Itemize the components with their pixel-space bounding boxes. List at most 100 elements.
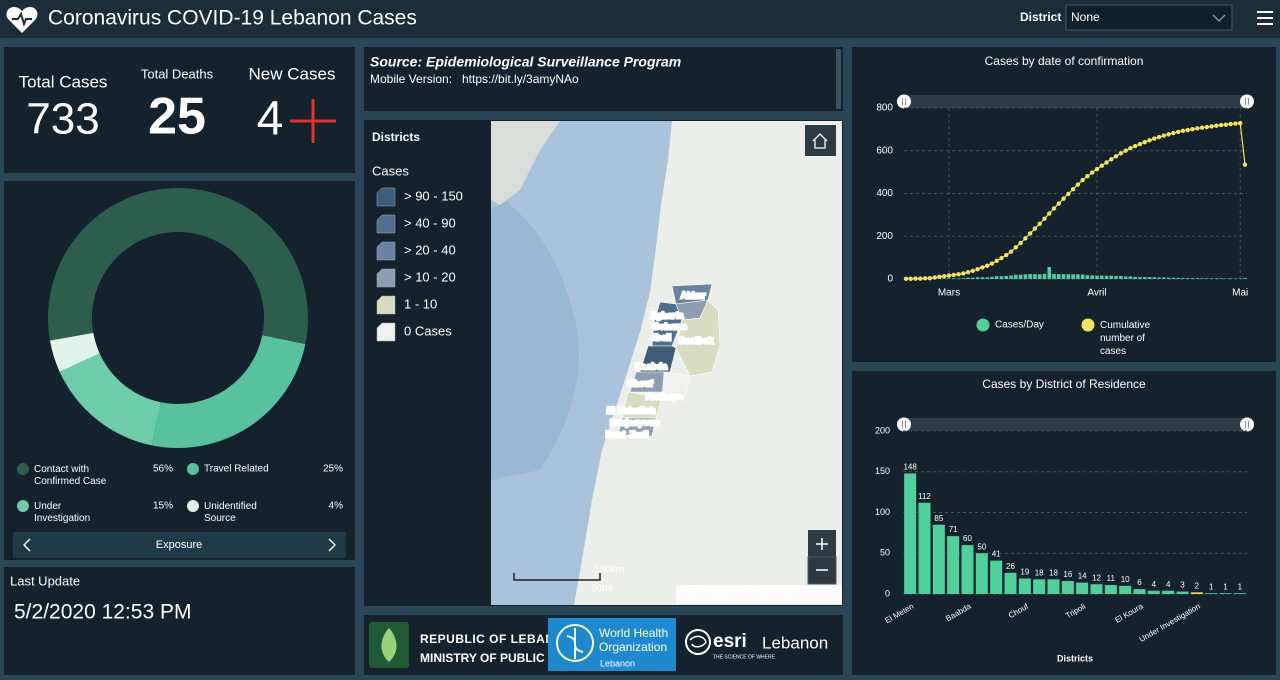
app-icon-pulse bbox=[12, 11, 32, 28]
cumulative-point bbox=[1142, 140, 1147, 145]
cumulative-point bbox=[980, 265, 985, 270]
cumulative-point bbox=[1242, 162, 1248, 167]
stat-value: 733 bbox=[26, 95, 99, 144]
district-bar bbox=[1047, 579, 1060, 594]
district-bar bbox=[1133, 589, 1146, 594]
cumulative-point bbox=[994, 258, 999, 264]
cumulative-point bbox=[1080, 177, 1085, 183]
text-line: Source bbox=[204, 513, 236, 524]
moph-logo-mark bbox=[381, 628, 397, 662]
value-label: 2 bbox=[1195, 581, 1200, 590]
map-district bbox=[617, 417, 657, 437]
legend-label: > 10 - 20 bbox=[404, 269, 456, 284]
daily-bar bbox=[942, 278, 946, 279]
map-label: Bcharre bbox=[653, 321, 687, 331]
value-label: 26 bbox=[1006, 562, 1015, 571]
y-tick-label: 200 bbox=[875, 425, 890, 435]
district-bar bbox=[1061, 580, 1074, 594]
filter-label: District bbox=[1020, 10, 1061, 24]
last-update-panel bbox=[4, 567, 355, 675]
legend-label: Cumulative number of cases bbox=[1100, 320, 1153, 357]
legend-label: Travel Related bbox=[204, 464, 269, 475]
district-bar bbox=[961, 545, 974, 594]
text-line: Investigation bbox=[34, 513, 90, 524]
map-label: Baalbek bbox=[679, 335, 715, 345]
cumulative-point bbox=[941, 274, 947, 279]
cumulative-point bbox=[1156, 134, 1162, 140]
cumulative-point bbox=[1195, 126, 1200, 131]
cumulative-point bbox=[1018, 240, 1023, 246]
legend-swatch bbox=[376, 322, 396, 342]
daily-bar bbox=[1071, 274, 1075, 279]
cumulative-point bbox=[913, 276, 918, 281]
stat-label: New Cases bbox=[249, 64, 336, 83]
cumulative-point bbox=[1218, 122, 1224, 128]
district-bar bbox=[1219, 593, 1232, 594]
cumulative-point bbox=[1056, 201, 1061, 206]
cumulative-point bbox=[1099, 163, 1104, 168]
next-arrow[interactable] bbox=[328, 538, 336, 552]
cumulative-point bbox=[1061, 196, 1066, 201]
slider-grip bbox=[902, 421, 906, 428]
daily-bar bbox=[1099, 275, 1104, 279]
daily-bar bbox=[1147, 277, 1152, 279]
value-label: 41 bbox=[992, 550, 1001, 559]
cumulative-point bbox=[903, 276, 909, 281]
daily-bar bbox=[1047, 267, 1052, 279]
district-select[interactable] bbox=[1065, 4, 1233, 31]
esri-country: Lebanon bbox=[762, 633, 828, 652]
map-label: Akkar bbox=[680, 290, 706, 300]
daily-bar bbox=[975, 277, 980, 279]
prev-arrow[interactable] bbox=[23, 538, 31, 552]
cumulative-point bbox=[1204, 124, 1210, 130]
cumulative-point bbox=[1037, 221, 1042, 227]
y-tick-label: 50 bbox=[880, 548, 890, 558]
date-range-slider bbox=[904, 95, 1247, 108]
legend-swatch bbox=[17, 463, 29, 475]
line-chart-panel bbox=[852, 47, 1276, 362]
daily-bar bbox=[1142, 277, 1147, 279]
legend-label: Contact with Confirmed Case bbox=[34, 464, 107, 487]
home-button[interactable] bbox=[805, 125, 836, 156]
district-bar bbox=[1004, 572, 1017, 594]
cumulative-point bbox=[908, 276, 913, 281]
district-bar bbox=[1176, 591, 1189, 594]
value-label: 10 bbox=[1121, 575, 1130, 584]
text-line: Cumulative bbox=[1100, 320, 1153, 331]
cumulative-point bbox=[1104, 160, 1109, 165]
daily-bar bbox=[1052, 273, 1056, 279]
cumulative-point bbox=[1166, 132, 1171, 137]
cumulative-point bbox=[1199, 125, 1205, 130]
slider-handle[interactable] bbox=[1240, 417, 1254, 432]
map-label: Baabda bbox=[635, 361, 669, 371]
cumulative-point bbox=[1027, 231, 1033, 236]
daily-bar bbox=[1042, 273, 1047, 279]
value-label: 4 bbox=[1152, 580, 1157, 589]
donut-segment bbox=[49, 332, 100, 372]
y-tick-label: 600 bbox=[876, 145, 893, 156]
slider-handle[interactable] bbox=[1240, 94, 1254, 109]
slider-handle[interactable] bbox=[897, 417, 911, 432]
slider-handle[interactable] bbox=[897, 94, 911, 109]
text-line: Confirmed Case bbox=[34, 476, 107, 487]
daily-bar bbox=[1176, 277, 1180, 279]
cumulative-point bbox=[1123, 148, 1128, 153]
district-bar bbox=[947, 536, 960, 594]
cumulative-point bbox=[918, 276, 923, 281]
chart-title: Cases by District of Residence bbox=[982, 377, 1146, 391]
cumulative-point bbox=[1180, 128, 1186, 134]
x-tick-label: Mars bbox=[938, 288, 960, 299]
cumulative-point bbox=[937, 274, 942, 280]
daily-bar bbox=[1228, 278, 1233, 279]
esri-name: esri bbox=[713, 631, 747, 652]
legend-label: Cases/Day bbox=[995, 320, 1044, 331]
daily-bar bbox=[1190, 278, 1195, 279]
daily-bar bbox=[1033, 274, 1037, 279]
mobile-link[interactable]: https://bit.ly/3amyNAo bbox=[462, 72, 579, 86]
value-label: 1 bbox=[1223, 582, 1228, 591]
daily-bar bbox=[1114, 276, 1118, 279]
daily-bar bbox=[1157, 277, 1161, 279]
daily-bar bbox=[1037, 274, 1042, 279]
filter-value: None bbox=[1071, 10, 1100, 24]
cumulative-point bbox=[1128, 145, 1133, 151]
